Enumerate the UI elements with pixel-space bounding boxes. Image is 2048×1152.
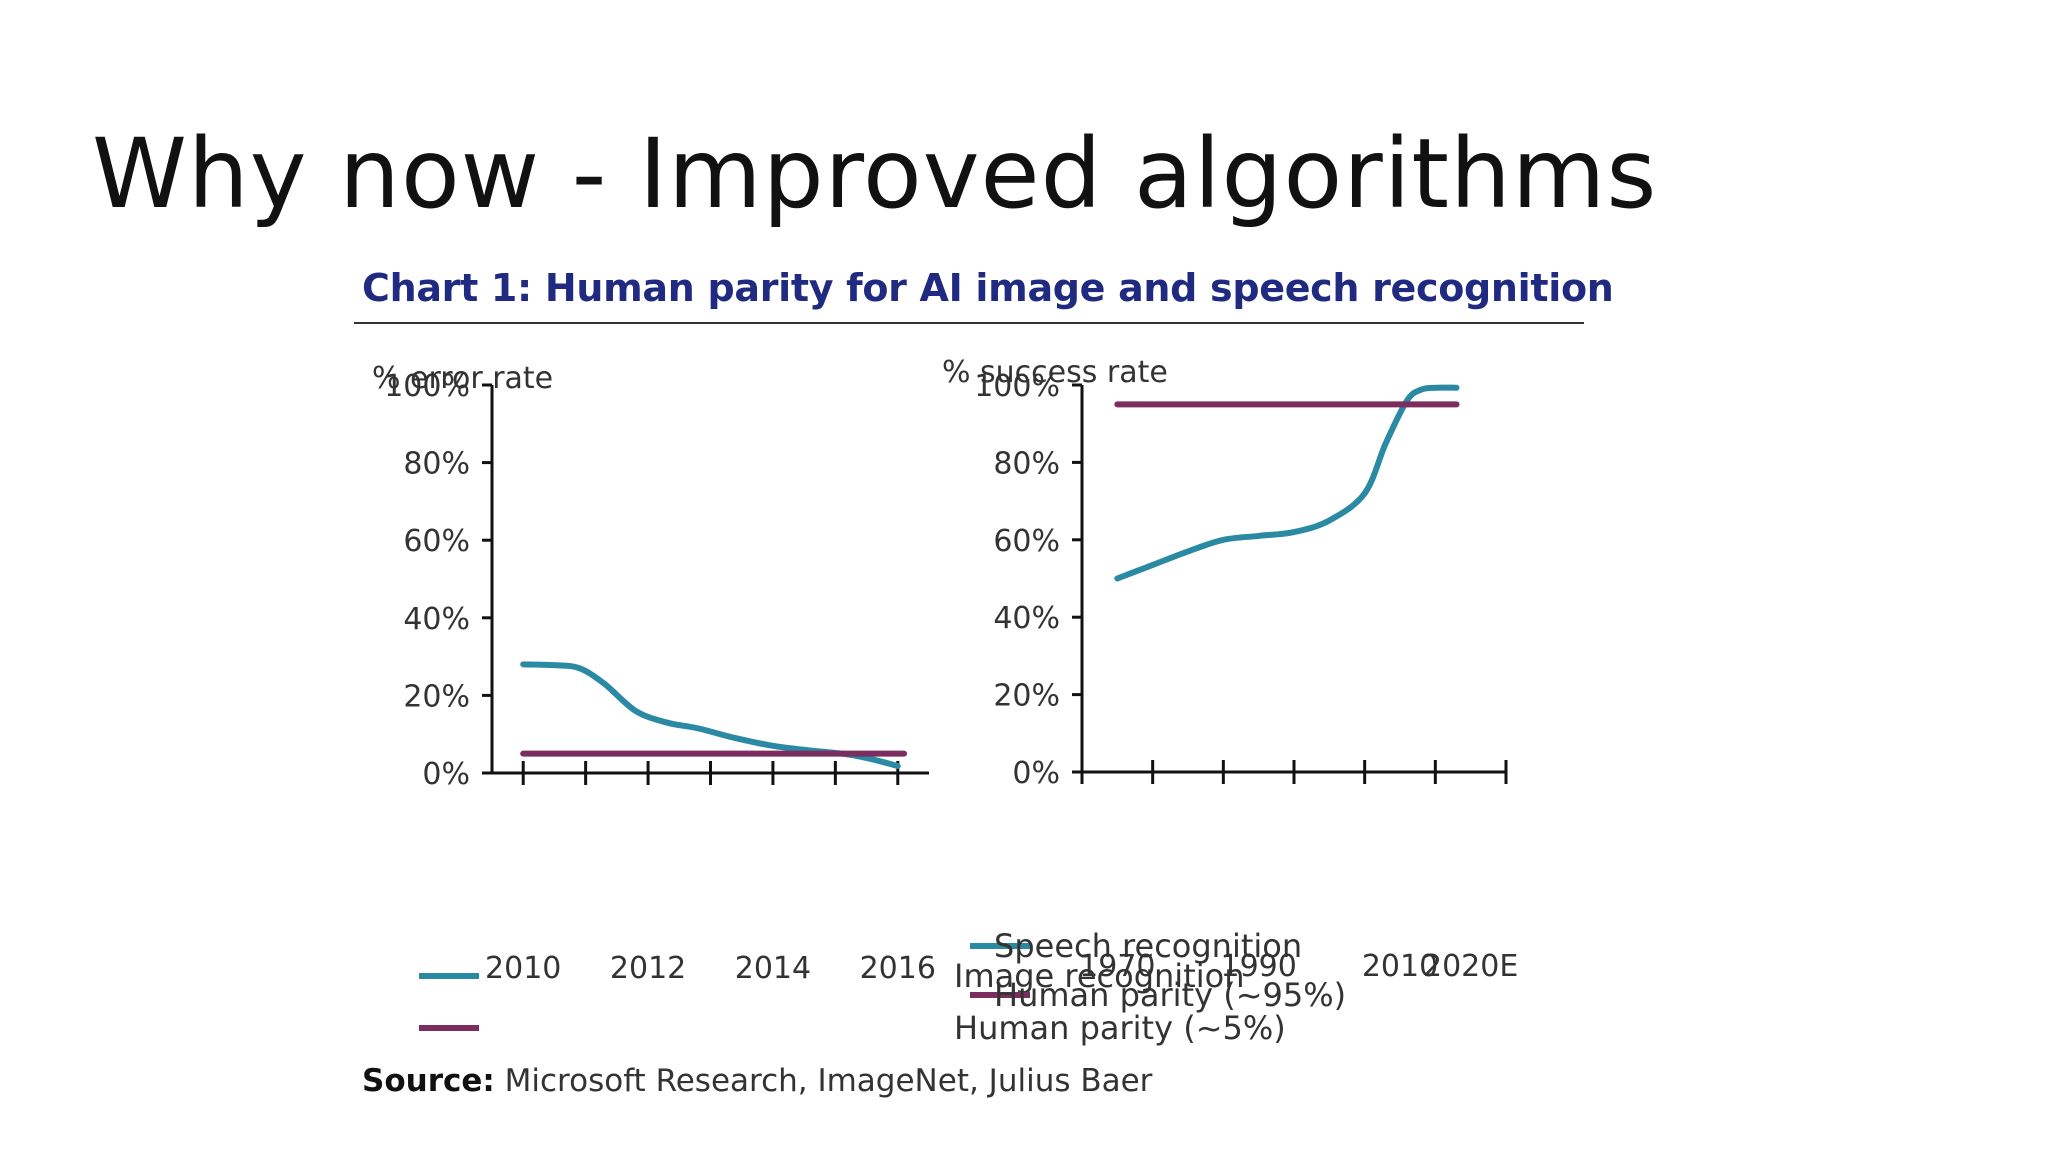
x-tick-label: 2012 [610, 951, 686, 986]
legend-label: Image recognition [954, 957, 1244, 995]
error-rate-chart: % error rate 0% 20% 40% 60% 80% 100% 2010 2012 20… [372, 361, 1286, 1047]
legend-label: Speech recognition [994, 927, 1302, 965]
x-tick-label: 2010 [1362, 949, 1438, 984]
chart-heading: Chart 1: Human parity for AI image and s… [362, 266, 1614, 310]
unit-label: % success rate [942, 355, 1168, 390]
x-tick-label: 2014 [735, 951, 811, 986]
heading-divider [354, 322, 1584, 324]
slide-title: Why now - Improved algorithms [92, 118, 1658, 230]
source-note: Source: Microsoft Research, ImageNet, Ju… [362, 1063, 1152, 1099]
x-tick-label: 2020E [1423, 949, 1518, 984]
series-line-recognition [1114, 384, 1460, 582]
y-tick-label: 100% [384, 369, 470, 404]
legend-label: Human parity (~95%) [994, 976, 1346, 1014]
x-tick-label: 2010 [485, 951, 561, 986]
y-tick-label: 80% [403, 447, 470, 482]
x-tick-label: 1990 [1220, 949, 1296, 984]
y-tick-label: 0% [422, 757, 470, 792]
y-tick-label: 0% [1012, 756, 1060, 791]
y-tick-label: 40% [993, 601, 1060, 636]
chart-figure: Chart 1: Human parity for AI image and s… [354, 258, 1614, 1152]
y-tick-label: 60% [993, 524, 1060, 559]
source-text: Microsoft Research, ImageNet, Julius Bae… [504, 1063, 1153, 1099]
x-tick-label: 1970 [1079, 949, 1155, 984]
y-tick-label: 80% [993, 446, 1060, 481]
x-tick-label: 2016 [860, 951, 936, 986]
source-label: Source: [362, 1063, 495, 1099]
y-tick-label: 100% [974, 369, 1060, 404]
legend-label: Human parity (~5%) [954, 1009, 1286, 1047]
success-rate-chart: % success rate 0% 20% 40% 60% 80% 100% 1970 1990… [942, 355, 1518, 1014]
y-tick-label: 20% [993, 679, 1060, 714]
y-tick-label: 20% [403, 679, 470, 714]
y-tick-label: 40% [403, 602, 470, 637]
y-tick-label: 60% [403, 524, 470, 559]
unit-label: % error rate [372, 361, 553, 396]
